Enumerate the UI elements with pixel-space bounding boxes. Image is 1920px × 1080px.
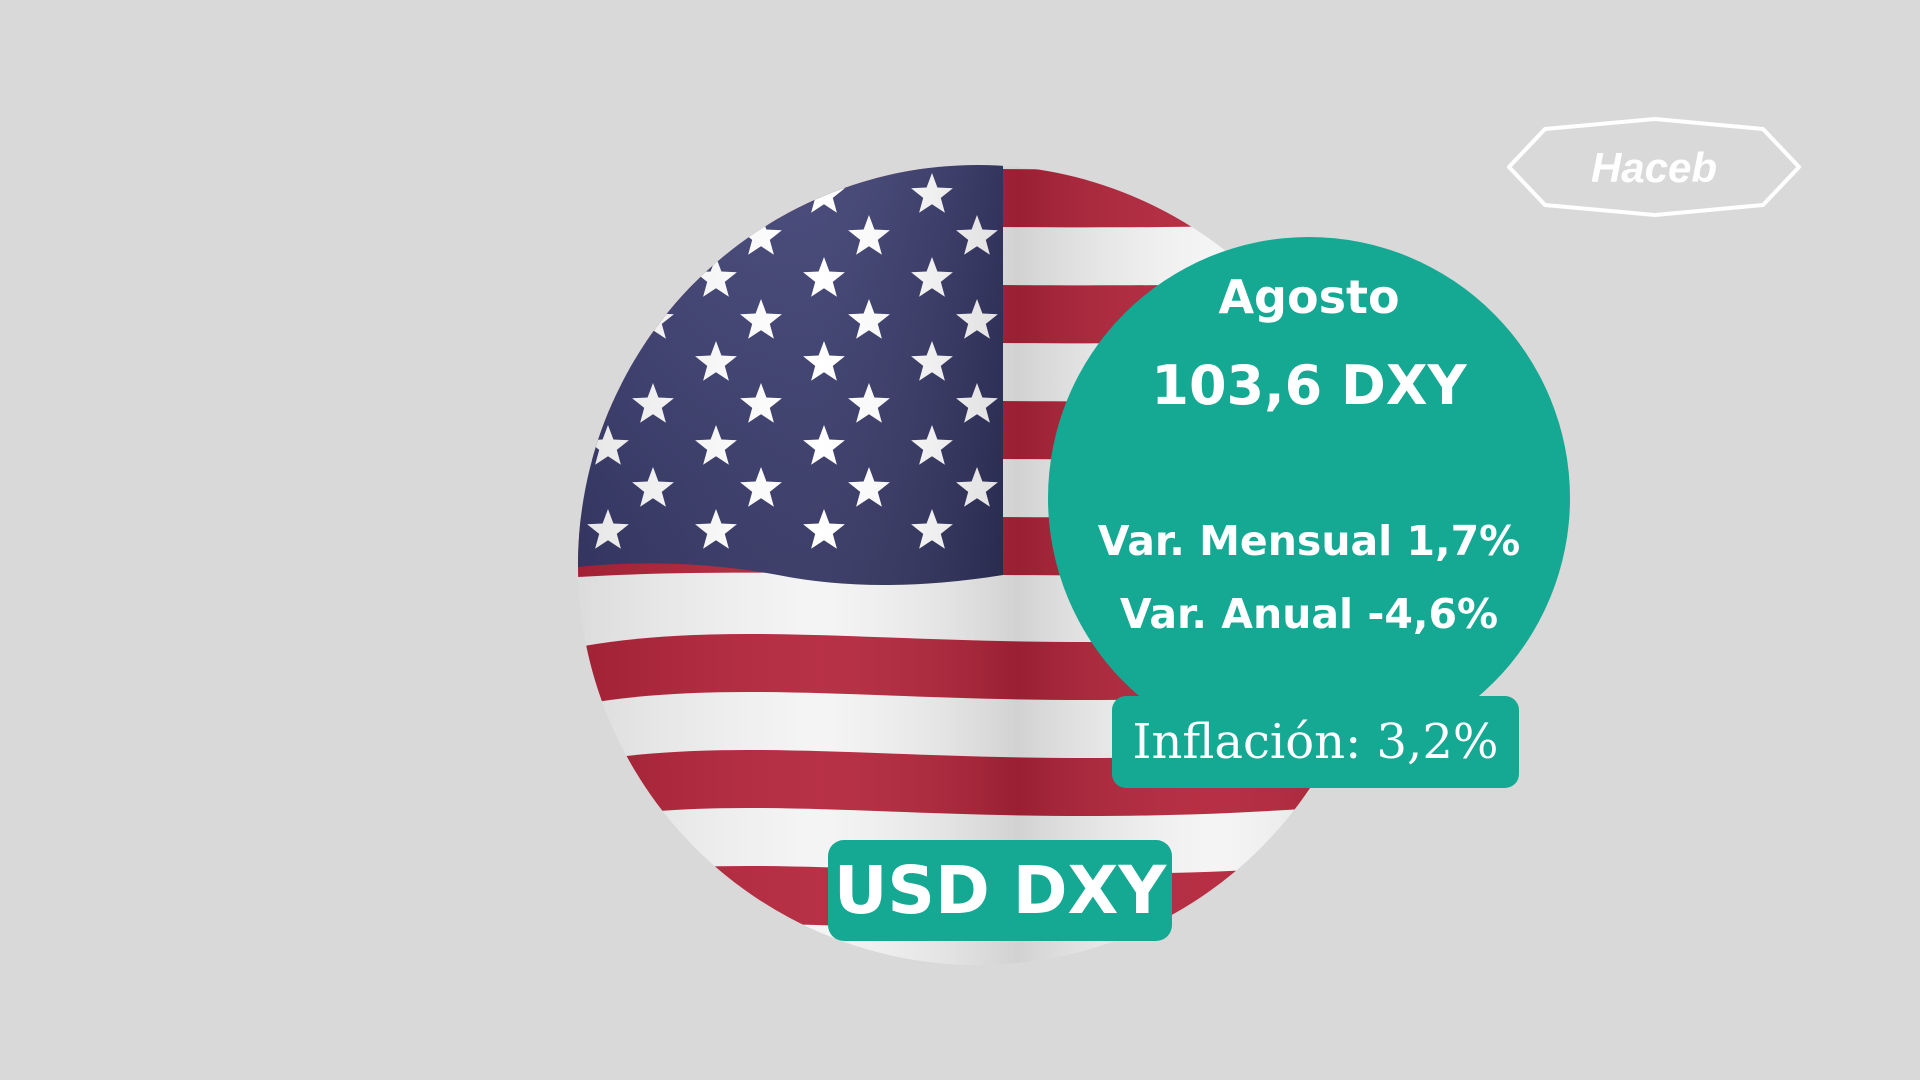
dxy-info-panel: Agosto 103,6 DXY Var. Mensual 1,7% Var. … [1048, 237, 1570, 759]
currency-badge: USD DXY [828, 840, 1172, 941]
inflation-badge: Inflación: 3,2% [1112, 696, 1519, 788]
flag-star [587, 257, 629, 297]
monthly-change: Var. Mensual 1,7% [1097, 517, 1521, 565]
flag-star [587, 173, 629, 213]
haceb-logo: Haceb [1505, 117, 1803, 217]
logo-text: Haceb [1591, 144, 1717, 191]
flag-star [695, 173, 737, 213]
annual-change: Var. Anual -4,6% [1119, 590, 1499, 638]
flag-star [587, 341, 629, 381]
dxy-value: 103,6 DXY [1151, 354, 1467, 417]
haceb-logo-icon: Haceb [1507, 117, 1801, 217]
flag-star [632, 215, 674, 255]
month-label: Agosto [1218, 270, 1400, 324]
